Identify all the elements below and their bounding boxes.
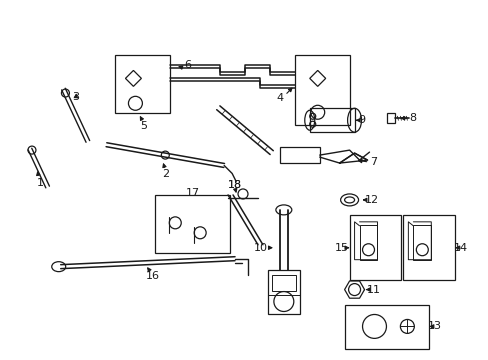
Text: 8: 8 [408, 113, 415, 123]
Bar [279, 147, 319, 163]
Text: 14: 14 [453, 243, 468, 253]
Text: 18: 18 [227, 180, 242, 190]
Bar [309, 108, 354, 132]
Bar [155, 195, 229, 253]
Text: 13: 13 [427, 321, 441, 332]
Text: 11: 11 [366, 284, 380, 294]
Text: 4: 4 [276, 93, 283, 103]
Bar [271, 275, 295, 291]
Text: 18: 18 [227, 180, 242, 190]
Text: 15: 15 [334, 243, 348, 253]
Text: 10: 10 [253, 243, 267, 253]
Text: 7: 7 [369, 157, 376, 167]
Bar [403, 215, 454, 280]
Bar [267, 270, 299, 315]
Bar [294, 55, 349, 125]
Text: 9: 9 [357, 115, 365, 125]
Text: 1: 1 [37, 178, 44, 188]
Bar [359, 225, 377, 260]
Text: 12: 12 [364, 195, 378, 205]
Bar [412, 225, 430, 260]
Text: 17: 17 [186, 188, 200, 198]
Text: 6: 6 [184, 60, 191, 71]
Text: 2: 2 [162, 169, 168, 179]
Bar [386, 113, 395, 123]
Text: 16: 16 [145, 271, 159, 281]
Text: 3: 3 [72, 92, 79, 102]
Bar [349, 215, 401, 280]
Bar [344, 305, 428, 349]
Text: 5: 5 [140, 121, 146, 131]
Bar [115, 55, 170, 113]
